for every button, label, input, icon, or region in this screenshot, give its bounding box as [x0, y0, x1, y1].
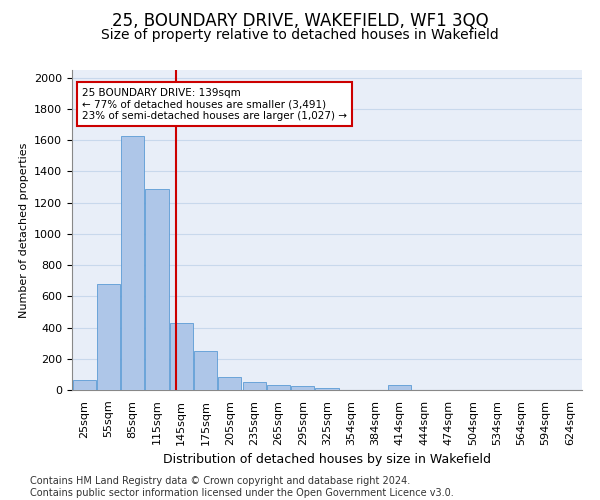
Bar: [73, 380, 95, 390]
Text: 25, BOUNDARY DRIVE, WAKEFIELD, WF1 3QQ: 25, BOUNDARY DRIVE, WAKEFIELD, WF1 3QQ: [112, 12, 488, 30]
Text: Size of property relative to detached houses in Wakefield: Size of property relative to detached ho…: [101, 28, 499, 42]
Bar: [291, 386, 314, 390]
Bar: [145, 188, 169, 390]
Text: Contains HM Land Registry data © Crown copyright and database right 2024.
Contai: Contains HM Land Registry data © Crown c…: [30, 476, 454, 498]
Bar: [388, 386, 412, 390]
Bar: [316, 388, 338, 390]
Bar: [170, 323, 193, 390]
X-axis label: Distribution of detached houses by size in Wakefield: Distribution of detached houses by size …: [163, 453, 491, 466]
Bar: [267, 386, 290, 390]
Y-axis label: Number of detached properties: Number of detached properties: [19, 142, 29, 318]
Bar: [194, 351, 217, 390]
Bar: [218, 376, 241, 390]
Text: 25 BOUNDARY DRIVE: 139sqm
← 77% of detached houses are smaller (3,491)
23% of se: 25 BOUNDARY DRIVE: 139sqm ← 77% of detac…: [82, 88, 347, 121]
Bar: [242, 382, 266, 390]
Bar: [121, 136, 144, 390]
Bar: [97, 284, 120, 390]
